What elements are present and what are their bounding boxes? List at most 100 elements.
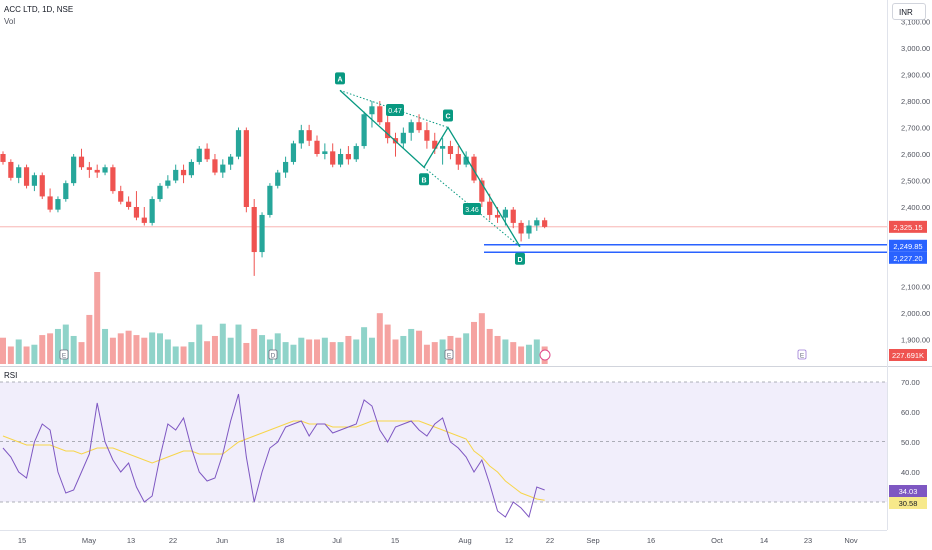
time-tick-label: 16 <box>647 536 655 545</box>
volume-bar <box>502 339 509 364</box>
candle-body <box>322 151 328 154</box>
candle-body <box>149 199 155 223</box>
candle-body <box>361 114 367 147</box>
price-tick-label: 2,100.00 <box>901 283 930 292</box>
candle-body <box>102 167 108 173</box>
pattern-point-label: C <box>445 114 450 121</box>
candle-body <box>165 180 171 186</box>
candle-body <box>8 161 14 178</box>
candle-body <box>275 172 281 186</box>
rsi-tick-label: 40.00 <box>901 468 920 477</box>
candle-body <box>283 161 289 173</box>
volume-bar <box>423 344 430 364</box>
candle-body <box>455 154 461 165</box>
pattern-point-badge <box>515 252 525 265</box>
currency-button[interactable]: INR <box>892 3 926 20</box>
price-tick-label: 1,900.00 <box>901 336 930 345</box>
symbol-title: ACC LTD, 1D, NSE <box>4 5 74 14</box>
time-tick-label: 23 <box>804 536 812 545</box>
volume-bar <box>478 313 485 364</box>
dividend-marker <box>539 349 551 361</box>
candle-body <box>337 154 344 165</box>
candle-body <box>408 122 414 133</box>
volume-bar <box>400 335 407 364</box>
volume-bar <box>274 333 281 364</box>
candle-body <box>204 148 210 160</box>
candle-body <box>118 191 124 202</box>
volume-bar <box>62 324 69 364</box>
volume-bar <box>533 339 540 364</box>
rsi-ma-tag-bg <box>889 497 927 509</box>
candle-body <box>251 207 257 253</box>
candle-body <box>463 156 469 165</box>
candle-body <box>220 164 226 173</box>
price-level-tag-bg <box>889 251 927 264</box>
volume-bar <box>510 342 517 364</box>
candle-body <box>63 183 69 200</box>
volume-bar <box>39 335 46 364</box>
volume-bar <box>431 342 438 364</box>
candle-body <box>180 169 187 176</box>
time-tick-label: 15 <box>391 536 399 545</box>
candle-body <box>78 156 85 168</box>
volume-bar <box>368 337 375 364</box>
candle-body <box>479 180 485 202</box>
pattern-ratio-label: 3.46 <box>465 207 479 214</box>
price-level-tag-bg <box>889 239 927 252</box>
volume-bar <box>23 346 30 364</box>
candle-body <box>0 154 6 162</box>
candle-body <box>494 214 501 218</box>
time-tick-label: 13 <box>127 536 135 545</box>
volume-bar <box>47 333 54 364</box>
volume-bar <box>211 335 218 364</box>
event-marker-label: E <box>447 353 452 360</box>
last-price-tag: 2,325.15 <box>893 223 922 232</box>
candle-body <box>432 140 438 149</box>
volume-bar <box>188 342 195 364</box>
candle-body <box>173 169 179 181</box>
volume-bar <box>463 333 470 364</box>
candle-body <box>212 159 218 173</box>
volume-bar <box>525 344 532 364</box>
volume-bar <box>486 328 493 364</box>
volume-bar <box>117 333 124 364</box>
volume-bar <box>353 339 360 364</box>
pattern-ratio-badge <box>463 203 481 215</box>
rsi-value-tag: 34.03 <box>899 487 918 496</box>
time-tick-label: 22 <box>546 536 554 545</box>
volume-bar <box>78 342 85 364</box>
candle-body <box>86 167 92 170</box>
candle-body <box>424 130 430 141</box>
time-tick-label: Aug <box>458 536 471 545</box>
rsi-line <box>2 393 545 519</box>
volume-bar <box>392 339 399 364</box>
volume-bar <box>361 327 368 364</box>
time-tick-label: 15 <box>18 536 26 545</box>
time-tick-label: Jun <box>216 536 228 545</box>
candle-body <box>502 209 508 218</box>
price-level-tag: 2,249.85 <box>893 242 922 251</box>
last-price-tag-bg <box>889 220 927 233</box>
volume-bar <box>376 313 383 364</box>
rsi-ma-line <box>2 420 545 501</box>
candle-body <box>510 209 516 223</box>
candle-body <box>471 156 477 181</box>
price-tick-label: 2,500.00 <box>901 177 930 186</box>
candle-body <box>416 122 422 131</box>
candle-body <box>330 151 336 165</box>
event-marker <box>268 349 278 360</box>
volume-bar <box>125 330 132 364</box>
price-tick-label: 2,700.00 <box>901 124 930 133</box>
volume-bar <box>109 337 116 364</box>
candle-body <box>353 146 359 160</box>
time-tick-label: Jul <box>332 536 342 545</box>
volume-bar <box>337 342 344 364</box>
volume-bar <box>282 342 289 364</box>
volume-bar <box>7 346 14 364</box>
volume-bar <box>180 346 187 364</box>
rsi-tick-label: 70.00 <box>901 378 920 387</box>
candle-body <box>23 167 30 186</box>
candle-body <box>377 106 383 123</box>
candle-body <box>298 130 304 144</box>
